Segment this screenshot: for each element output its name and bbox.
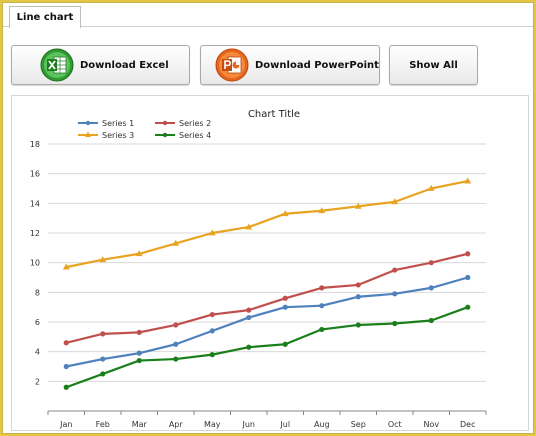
download-excel-label: Download Excel	[80, 59, 169, 71]
data-point	[428, 260, 434, 266]
data-point	[172, 239, 180, 246]
legend-marker	[85, 120, 91, 126]
x-tick-label: Apr	[169, 420, 184, 429]
series-line-1	[66, 276, 469, 368]
data-point	[319, 326, 325, 333]
data-point	[282, 341, 288, 347]
excel-icon	[40, 48, 74, 82]
data-point	[99, 256, 107, 263]
data-point	[63, 384, 69, 390]
show-all-button[interactable]: Show All	[389, 45, 478, 85]
data-point	[100, 331, 106, 337]
data-point	[427, 184, 435, 191]
series-line-3	[66, 180, 468, 269]
data-point	[208, 229, 216, 236]
data-point	[392, 291, 398, 297]
y-tick-label: 14	[30, 199, 40, 208]
legend-label: Series 3	[102, 131, 134, 140]
data-point	[209, 352, 215, 358]
legend-label: Series 1	[102, 119, 134, 128]
x-tick-label: Mar	[132, 420, 148, 429]
data-point	[281, 210, 289, 217]
data-point	[392, 267, 398, 273]
data-point	[391, 198, 399, 205]
data-point	[100, 356, 106, 362]
data-point	[62, 263, 70, 270]
series-line-2	[65, 252, 469, 344]
line-chart: Chart Title 2 4 6 8 10 12 14 16 18 Jan Feb Mar Apr May…	[30, 109, 487, 429]
y-tick-label: 8	[35, 288, 40, 297]
x-tick-label: May	[204, 420, 221, 429]
data-point	[464, 177, 472, 184]
y-tick-label: 2	[35, 377, 40, 386]
data-point	[355, 322, 361, 328]
show-all-label: Show All	[409, 59, 458, 71]
data-point	[392, 320, 398, 327]
data-point	[136, 350, 142, 356]
data-point	[136, 357, 142, 364]
y-tick-label: 18	[30, 140, 40, 149]
x-tick-label: Aug	[314, 420, 330, 429]
series-line-4	[65, 306, 469, 389]
legend-label: Series 2	[179, 119, 211, 128]
data-point	[428, 285, 434, 291]
tab-line-chart[interactable]: Line chart	[9, 6, 81, 28]
legend-label: Series 4	[179, 131, 211, 140]
x-tick-label: Dec	[460, 420, 475, 429]
chart-panel: Chart Title 2 4 6 8 10 12 14 16 18 Jan Feb Mar Apr May…	[11, 95, 529, 431]
powerpoint-icon	[215, 48, 249, 82]
y-tick-label: 6	[35, 318, 40, 327]
data-point	[282, 295, 288, 301]
data-point	[465, 304, 471, 310]
y-tick-label: 12	[30, 229, 40, 238]
data-point	[209, 311, 215, 318]
x-tick-label: Jan	[59, 420, 72, 429]
y-tick-label: 10	[30, 259, 40, 268]
data-point	[63, 340, 69, 346]
legend-marker	[162, 120, 168, 126]
data-point	[319, 303, 325, 309]
x-tick-label: Jul	[279, 420, 290, 429]
data-point	[173, 322, 179, 328]
data-point	[319, 285, 325, 291]
data-point	[245, 223, 253, 230]
tab-bar: Line chart	[3, 3, 533, 28]
data-point	[246, 307, 252, 313]
data-point	[63, 363, 69, 370]
x-tick-label: Jun	[242, 420, 256, 429]
x-tick-label: Feb	[96, 420, 110, 429]
data-point	[136, 329, 142, 335]
data-point	[173, 356, 179, 362]
download-excel-button[interactable]: Download Excel	[11, 45, 190, 85]
data-point	[135, 250, 143, 257]
chart-title: Chart Title	[248, 109, 300, 120]
data-point	[246, 344, 252, 350]
y-tick-label: 16	[30, 170, 40, 179]
data-point	[173, 341, 179, 347]
data-point	[428, 317, 434, 324]
x-tick-label: Nov	[423, 420, 439, 429]
data-point	[355, 282, 361, 288]
data-point	[209, 328, 215, 334]
data-point	[465, 274, 471, 281]
data-point	[246, 314, 252, 321]
legend-marker	[85, 131, 91, 137]
data-point	[282, 304, 288, 310]
data-point	[354, 202, 362, 209]
legend-marker	[162, 132, 168, 138]
y-tick-label: 4	[35, 348, 40, 357]
data-point	[465, 251, 471, 257]
download-powerpoint-button[interactable]: Download PowerPoint	[200, 45, 380, 85]
data-point	[355, 294, 361, 300]
download-powerpoint-label: Download PowerPoint	[255, 59, 379, 71]
x-tick-label: Sep	[351, 420, 366, 429]
data-point	[318, 207, 326, 214]
x-tick-label: Oct	[388, 420, 402, 429]
data-point	[100, 371, 106, 377]
